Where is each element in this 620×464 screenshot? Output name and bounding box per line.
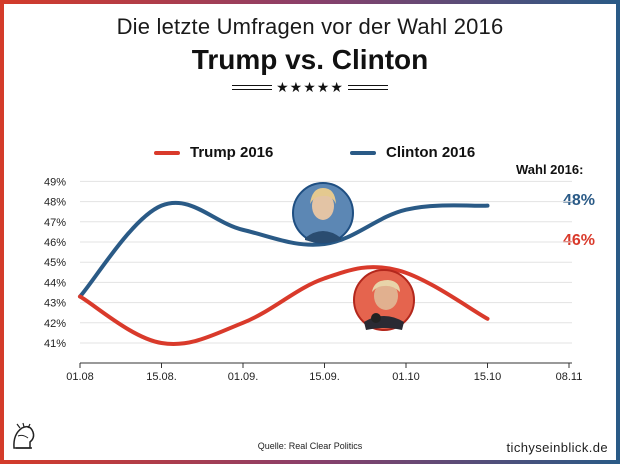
x-tick-label: 01.09. bbox=[228, 371, 259, 383]
series-line-clinton bbox=[78, 200, 490, 299]
y-tick-label: 46% bbox=[44, 237, 66, 249]
y-tick-label: 43% bbox=[44, 298, 66, 310]
stars-icon: ★★★★★ bbox=[276, 78, 344, 95]
y-tick-label: 47% bbox=[44, 217, 66, 229]
y-tick-label: 44% bbox=[44, 277, 66, 289]
divider-rule-right bbox=[347, 84, 388, 90]
legend-label-clinton: Clinton 2016 bbox=[386, 144, 476, 161]
x-tick-label: 01.10 bbox=[392, 371, 420, 383]
series-line-trump bbox=[78, 265, 490, 346]
election-result-clinton: 48% bbox=[563, 192, 596, 209]
legend-label-trump: Trump 2016 bbox=[190, 144, 274, 161]
y-tick-label: 48% bbox=[44, 197, 66, 209]
title-divider: ★★★★★ bbox=[0, 78, 620, 96]
legend-swatch-clinton bbox=[350, 150, 376, 155]
helmet-logo-icon bbox=[13, 422, 35, 449]
clinton-portrait-badge bbox=[292, 182, 354, 244]
chart-title: Trump vs. Clinton bbox=[191, 44, 429, 75]
brand-link[interactable]: tichyseinblick.de bbox=[506, 440, 608, 455]
y-tick-label: 45% bbox=[44, 257, 66, 269]
trump-portrait-badge bbox=[353, 269, 415, 331]
y-tick-label: 41% bbox=[44, 338, 66, 350]
x-tick-label: 15.09. bbox=[309, 371, 340, 383]
x-tick-label: 15.10 bbox=[474, 371, 502, 383]
election-result-trump: 46% bbox=[563, 232, 596, 249]
y-tick-label: 42% bbox=[44, 318, 66, 330]
source-note: Quelle: Real Clear Politics bbox=[257, 441, 363, 451]
legend-trump: Trump 2016 bbox=[154, 144, 273, 161]
legend-clinton: Clinton 2016 bbox=[350, 144, 475, 161]
series-lines bbox=[78, 200, 490, 346]
election-result-label: Wahl 2016: bbox=[516, 162, 584, 177]
y-axis-ticks: 41% 42% 43% 44% 45% 46% 47% 48% 49% bbox=[44, 176, 66, 350]
x-axis-ticks: 01.08 15.08. 01.09. 15.09. 01.10 15.10 08.11 bbox=[66, 363, 582, 383]
x-tick-label: 15.08. bbox=[146, 371, 177, 383]
x-tick-label: 08.11 bbox=[556, 371, 583, 383]
legend-swatch-trump bbox=[154, 150, 180, 155]
divider-rule-left bbox=[232, 84, 273, 90]
x-tick-label: 01.08 bbox=[66, 371, 94, 383]
grid-lines bbox=[80, 180, 572, 364]
y-tick-label: 49% bbox=[44, 176, 66, 188]
chart-subtitle: Die letzte Umfragen vor der Wahl 2016 bbox=[116, 14, 504, 39]
